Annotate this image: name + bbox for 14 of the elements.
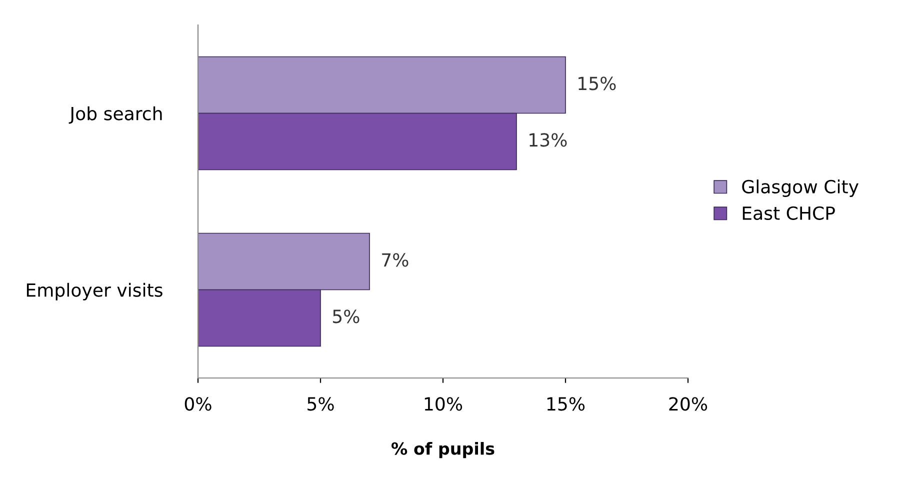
x-axis-title: % of pupils	[392, 442, 494, 458]
x-tick-label: 5%	[308, 397, 334, 411]
x-tick-label: 20%	[669, 397, 708, 411]
y-tick-label: Employer visits	[26, 282, 162, 300]
data-label: 7%	[382, 253, 408, 267]
data-label: 13%	[530, 133, 567, 147]
x-tick-label: 0%	[184, 397, 212, 411]
legend-label: Glasgow City	[742, 180, 858, 197]
data-label: 5%	[333, 310, 360, 324]
x-tick-label: 10%	[424, 397, 462, 411]
data-label: 15%	[578, 76, 616, 90]
y-tick-label: Job search	[68, 106, 162, 124]
x-tick-label: 15%	[547, 397, 585, 411]
legend-label: East CHCP	[742, 206, 835, 220]
